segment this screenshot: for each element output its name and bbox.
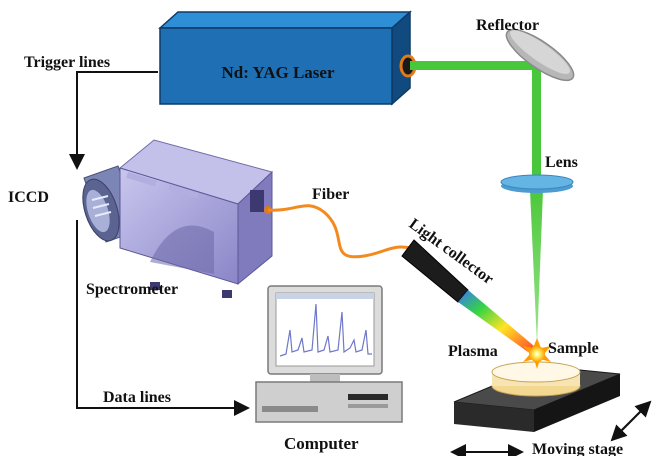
lens-label: Lens bbox=[545, 154, 578, 171]
spectrometer-icon bbox=[118, 139, 273, 298]
laser-beam bbox=[410, 61, 543, 345]
moving-stage-label: Moving stage bbox=[532, 441, 623, 456]
wiring bbox=[69, 71, 250, 416]
plasma-label: Plasma bbox=[448, 343, 498, 360]
laser-box-icon bbox=[158, 10, 417, 106]
reflector-label: Reflector bbox=[476, 17, 539, 34]
mirror-icon bbox=[505, 28, 575, 82]
movement-arrows bbox=[450, 400, 652, 456]
sample-disc bbox=[491, 361, 581, 397]
data-lines-label: Data lines bbox=[103, 389, 171, 406]
sample-label: Sample bbox=[548, 340, 599, 357]
light-collector-icon bbox=[401, 239, 534, 352]
fiber-label: Fiber bbox=[312, 186, 349, 203]
laser-label: Nd: YAG Laser bbox=[221, 63, 334, 82]
fiber-cable bbox=[267, 204, 411, 259]
iccd-label: ICCD bbox=[8, 189, 49, 206]
trigger-lines-label: Trigger lines bbox=[24, 54, 110, 71]
computer-label: Computer bbox=[284, 434, 359, 453]
lens-icon bbox=[500, 174, 574, 193]
plasma-burst-icon bbox=[523, 338, 551, 369]
computer-icon bbox=[255, 285, 403, 423]
spectrometer-label: Spectrometer bbox=[86, 281, 178, 298]
